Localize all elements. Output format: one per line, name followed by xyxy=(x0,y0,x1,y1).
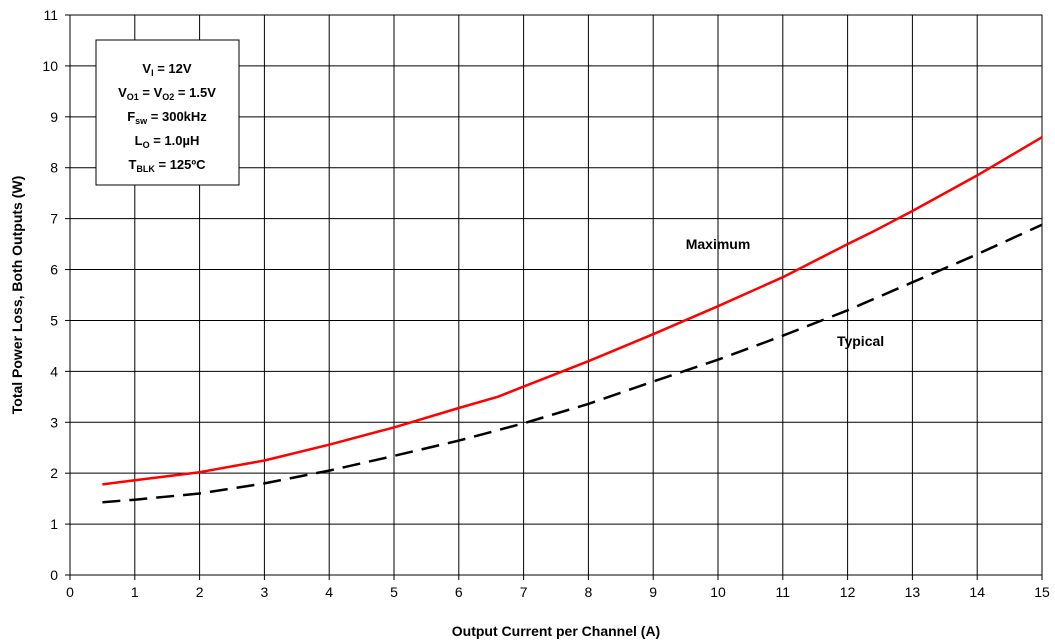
series-line-maximum xyxy=(102,136,1043,486)
x-tick-label: 3 xyxy=(261,584,269,600)
x-tick-label: 14 xyxy=(969,584,985,600)
y-axis-label: Total Power Loss, Both Outputs (W) xyxy=(9,176,25,415)
condition-input-voltage: VI = 12V xyxy=(142,61,191,78)
x-tick-label: 5 xyxy=(390,584,398,600)
series-layer xyxy=(102,136,1043,504)
y-tick-label: 7 xyxy=(50,211,58,227)
conditions-box-frame xyxy=(95,39,240,186)
x-tick-label: 15 xyxy=(1034,584,1050,600)
y-tick-label: 1 xyxy=(50,516,58,532)
y-tick-label: 5 xyxy=(50,312,58,328)
x-tick-label: 10 xyxy=(710,584,726,600)
y-tick-label: 11 xyxy=(43,7,58,23)
x-tick-label: 4 xyxy=(325,584,333,600)
x-tick-label: 8 xyxy=(585,584,593,600)
x-tick-label: 6 xyxy=(455,584,463,600)
x-tick-label: 7 xyxy=(520,584,528,600)
series-line-typical xyxy=(102,223,1043,504)
plot-frame xyxy=(69,14,1043,576)
y-tick-label: 10 xyxy=(42,58,58,74)
x-axis-label: Output Current per Channel (A) xyxy=(452,623,660,639)
x-tick-label: 12 xyxy=(840,584,856,600)
x-tick-label: 11 xyxy=(776,584,791,600)
x-tick-label: 0 xyxy=(66,584,74,600)
condition-output-voltage: VO1 = VO2 = 1.5V xyxy=(118,85,216,102)
y-tick-label: 2 xyxy=(50,465,58,481)
y-axis-ticks: 0 1 2 3 4 5 6 7 8 9 10 11 xyxy=(42,7,70,583)
x-tick-label: 1 xyxy=(131,584,139,600)
y-tick-label: 0 xyxy=(50,567,58,583)
annotation-maximum: Maximum xyxy=(686,236,751,252)
condition-inductance: LO = 1.0µH xyxy=(135,133,200,150)
x-tick-label: 13 xyxy=(905,584,921,600)
y-tick-label: 8 xyxy=(50,160,58,176)
y-tick-label: 3 xyxy=(50,414,58,430)
y-tick-label: 9 xyxy=(50,109,58,125)
y-tick-label: 4 xyxy=(50,363,58,379)
x-tick-label: 2 xyxy=(196,584,204,600)
condition-switching-frequency: Fsw = 300kHz xyxy=(127,109,207,126)
conditions-box: VI = 12V VO1 = VO2 = 1.5V Fsw = 300kHz L… xyxy=(95,39,240,186)
condition-temperature: TBLK = 125ºC xyxy=(128,157,206,174)
x-tick-label: 9 xyxy=(649,584,657,600)
grid xyxy=(69,14,1043,576)
annotation-typical: Typical xyxy=(837,333,884,349)
x-axis-ticks: 0 1 2 3 4 5 6 7 8 9 10 11 12 13 14 15 xyxy=(66,575,1050,600)
y-tick-label: 6 xyxy=(50,262,58,278)
